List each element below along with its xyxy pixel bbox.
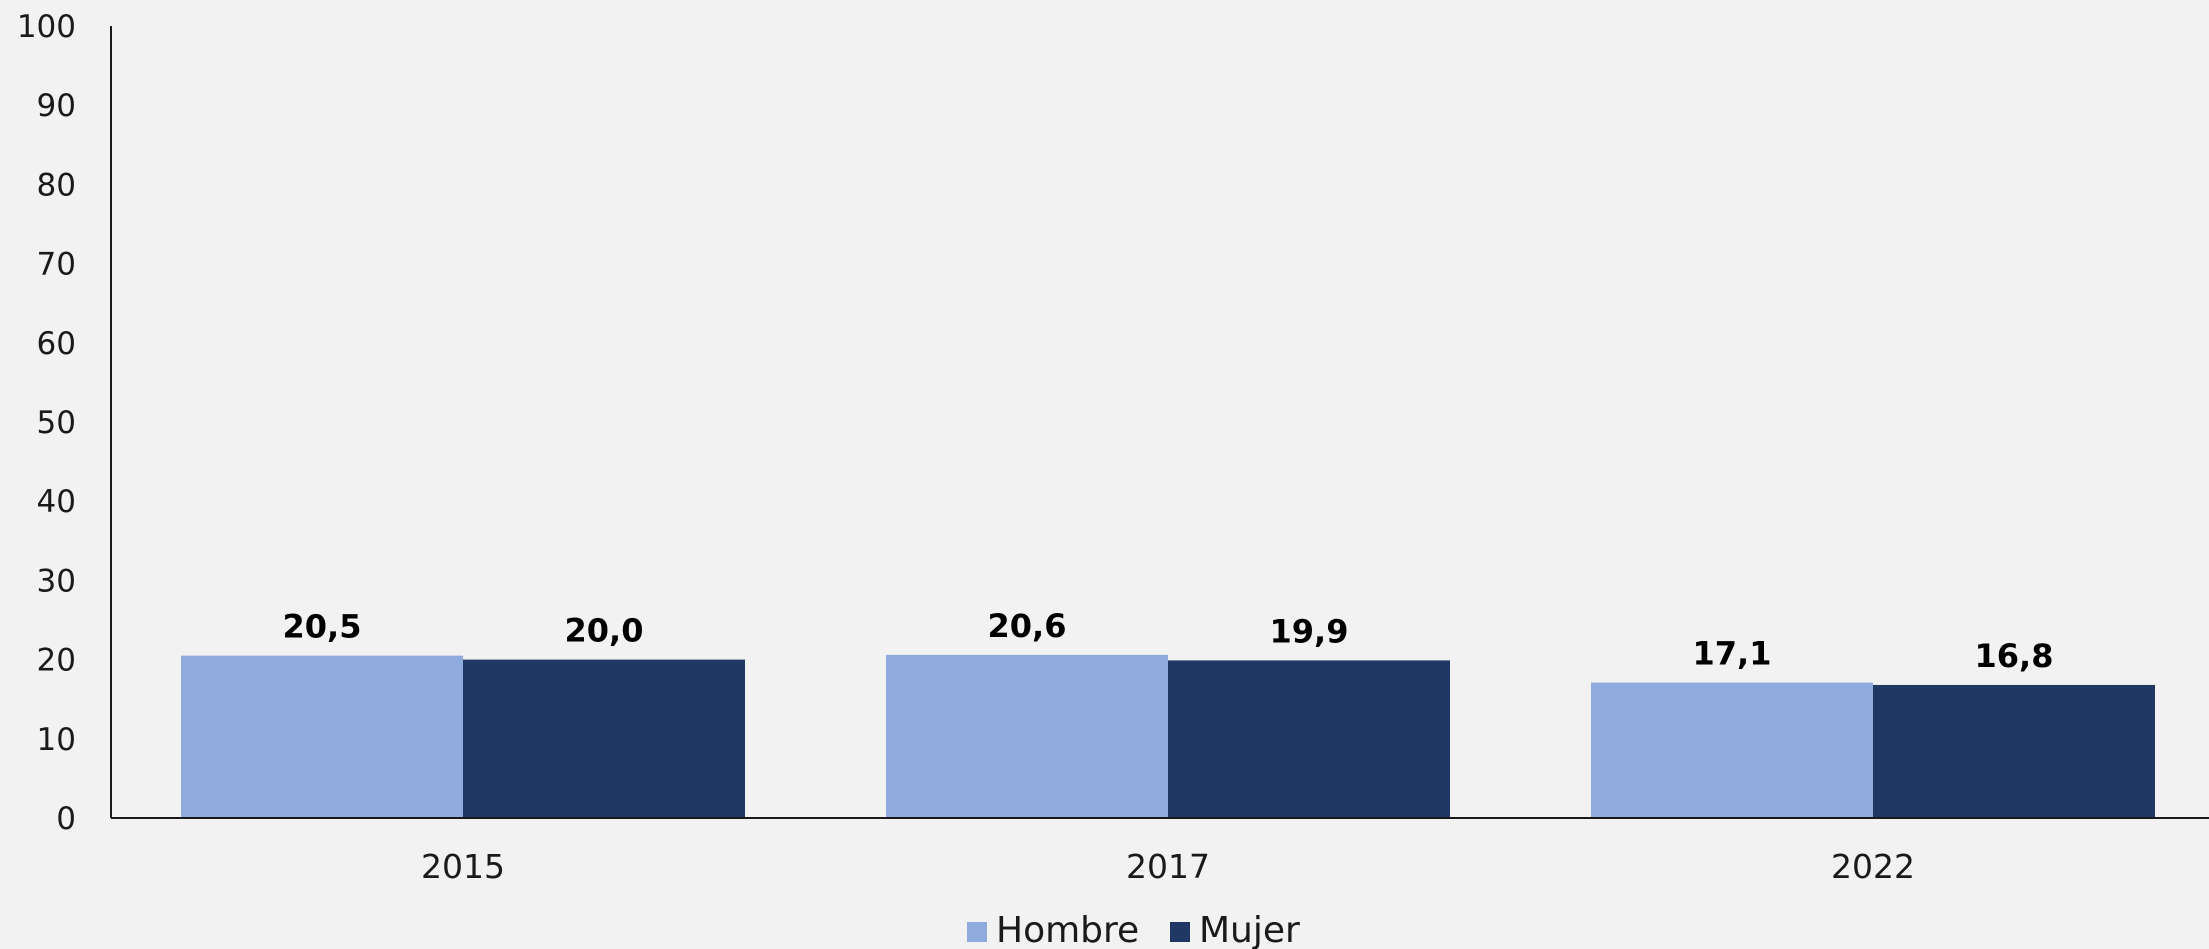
bars xyxy=(181,654,2155,818)
data-label-hombre-2022: 17,1 xyxy=(1693,635,1772,673)
data-label-mujer-2015: 20,0 xyxy=(565,612,644,650)
data-labels: 20,5 20,0 20,6 19,9 17,1 16,8 xyxy=(283,607,2054,675)
y-tick-label: 20 xyxy=(37,643,76,679)
y-tick-label: 80 xyxy=(37,167,76,203)
data-label-hombre-2015: 20,5 xyxy=(283,608,362,646)
legend-swatch-hombre xyxy=(967,922,987,942)
category-label-2015: 2015 xyxy=(421,847,505,886)
bar-hombre-2017 xyxy=(886,654,1168,818)
y-tick-label: 50 xyxy=(37,405,76,441)
bar-mujer-2017 xyxy=(1168,660,1450,818)
data-label-mujer-2017: 19,9 xyxy=(1270,612,1349,650)
bar-mujer-2015 xyxy=(463,659,745,818)
y-tick-label: 0 xyxy=(56,801,76,837)
legend-label-mujer: Mujer xyxy=(1199,910,1300,949)
bar-hombre-2015 xyxy=(181,655,463,818)
y-tick-label: 100 xyxy=(17,9,76,45)
category-label-2022: 2022 xyxy=(1831,847,1915,886)
y-tick-label: 90 xyxy=(37,88,76,124)
legend-label-hombre: Hombre xyxy=(996,910,1139,949)
y-axis-ticks: 0 10 20 30 40 50 60 70 80 90 100 xyxy=(17,9,76,837)
bar-mujer-2022 xyxy=(1873,684,2155,818)
data-label-hombre-2017: 20,6 xyxy=(988,607,1067,645)
legend: Hombre Mujer xyxy=(967,910,1300,949)
x-axis-category-labels: 2015 2017 2022 xyxy=(421,847,1915,886)
data-label-mujer-2022: 16,8 xyxy=(1975,637,2054,675)
legend-swatch-mujer xyxy=(1170,922,1190,942)
category-label-2017: 2017 xyxy=(1126,847,1210,886)
y-tick-label: 30 xyxy=(37,563,76,599)
bar-hombre-2022 xyxy=(1591,682,1873,818)
y-tick-label: 70 xyxy=(37,247,76,283)
y-tick-label: 40 xyxy=(37,484,76,520)
y-tick-label: 10 xyxy=(37,722,76,758)
y-tick-label: 60 xyxy=(37,326,76,362)
